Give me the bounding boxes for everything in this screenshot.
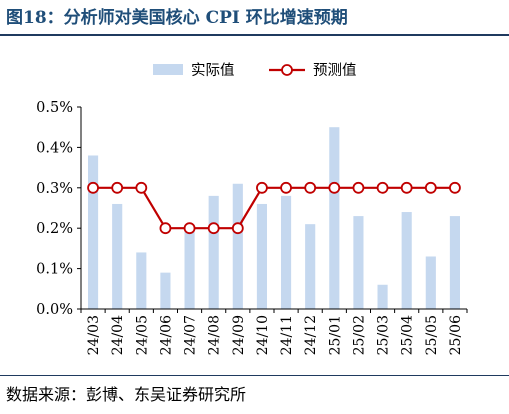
- source-divider: [0, 375, 509, 376]
- x-tick-label: 24/03: [86, 315, 102, 355]
- chart: 实际值 预测值 0.0% 0.1% 0.2% 0.3% 0.4% 0.5% 24/03 24/0…: [36, 62, 468, 355]
- forecast-point-24/10: [256, 181, 268, 194]
- bar-25/06: [449, 216, 461, 309]
- bar-24/09: [232, 183, 243, 309]
- source-note: 数据来源：彭博、东吴证券研究所: [6, 385, 247, 404]
- legend-label-actual: 实际值: [191, 62, 235, 79]
- bar-24/11: [280, 195, 292, 309]
- axes: 0.0% 0.1% 0.2% 0.3% 0.4% 0.5% 24/03 24/04 24/05 2…: [36, 100, 468, 355]
- x-tick-label: 25/01: [327, 315, 343, 355]
- x-tick-label: 24/07: [183, 315, 199, 355]
- bar-24/12: [305, 224, 316, 309]
- line-series: [87, 181, 461, 235]
- forecast-point-25/01: [328, 181, 341, 194]
- y-tick-label: 0.4%: [36, 140, 73, 156]
- forecast-point-25/06: [449, 181, 461, 194]
- bar-24/05: [136, 252, 147, 309]
- x-tick-label: 24/11: [279, 315, 295, 355]
- legend-marker: [281, 64, 293, 76]
- figure-title: 图18：分析师对美国核心 CPI 环比增速预期: [6, 8, 348, 28]
- forecast-point-25/04: [400, 181, 413, 194]
- bar-25/01: [329, 127, 340, 309]
- x-tick-label: 25/05: [424, 315, 440, 355]
- forecast-point-24/04: [111, 181, 124, 194]
- bar-series: [87, 127, 461, 309]
- x-tick-label: 25/03: [376, 315, 392, 355]
- bar-24/04: [112, 203, 123, 309]
- x-tick-label: 24/09: [231, 315, 247, 355]
- bar-24/07: [184, 228, 195, 309]
- x-tick-label: 24/05: [134, 315, 150, 355]
- bar-25/04: [401, 212, 412, 309]
- forecast-point-25/03: [376, 181, 389, 194]
- forecast-point-24/07: [183, 222, 196, 235]
- forecast-point-24/05: [135, 181, 148, 194]
- x-tick-label: 24/04: [110, 315, 126, 355]
- bar-24/08: [208, 195, 219, 309]
- forecast-point-24/06: [159, 222, 172, 235]
- bar-24/03: [87, 155, 99, 309]
- forecast-point-24/11: [280, 181, 292, 194]
- bar-25/05: [425, 256, 436, 309]
- bar-24/10: [256, 203, 268, 309]
- legend-label-forecast: 预测值: [313, 62, 357, 79]
- x-tick-label: 24/06: [158, 315, 174, 355]
- bar-24/06: [160, 272, 171, 309]
- bar-25/02: [353, 216, 364, 309]
- forecast-point-24/03: [87, 181, 99, 194]
- x-tick-label: 25/02: [351, 315, 367, 355]
- y-tick-label: 0.1%: [36, 262, 73, 278]
- title-divider: [0, 34, 509, 36]
- forecast-point-25/05: [424, 181, 437, 194]
- forecast-point-24/12: [304, 181, 317, 194]
- x-tick-label: 25/06: [448, 315, 464, 355]
- x-tick-label: 24/10: [255, 315, 271, 355]
- forecast-point-24/08: [207, 222, 220, 235]
- y-tick-label: 0.5%: [36, 100, 73, 116]
- y-tick-label: 0.3%: [36, 181, 73, 197]
- y-tick-label: 0.0%: [36, 302, 73, 318]
- legend: 实际值 预测值: [153, 62, 357, 79]
- forecast-point-25/02: [352, 181, 365, 194]
- x-tick-label: 24/08: [207, 315, 223, 355]
- bar-25/03: [377, 284, 388, 309]
- x-tick-label: 24/12: [303, 315, 319, 355]
- forecast-point-24/09: [231, 222, 244, 235]
- forecast-line: [93, 186, 455, 230]
- legend-bar-swatch: [153, 64, 183, 75]
- y-tick-label: 0.2%: [36, 221, 73, 237]
- x-tick-label: 25/04: [400, 315, 416, 355]
